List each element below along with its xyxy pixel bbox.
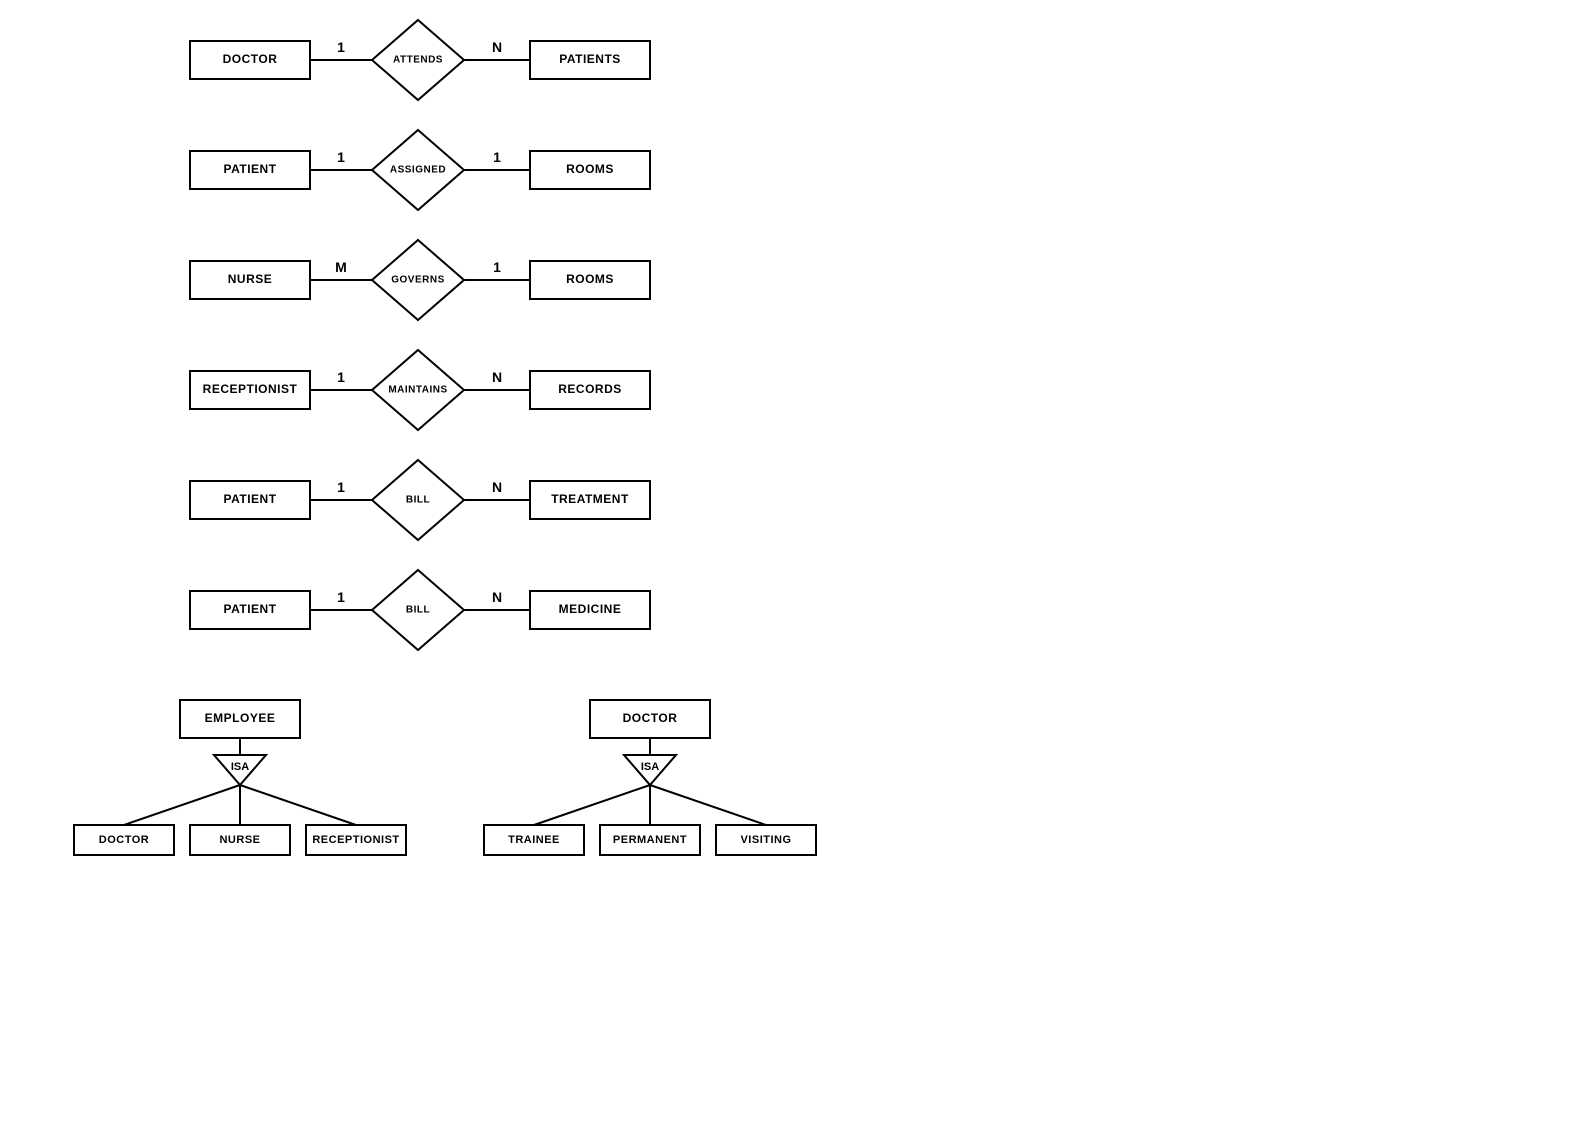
relationship-label: ATTENDS xyxy=(393,55,443,66)
entity-label: ROOMS xyxy=(566,272,614,286)
cardinality-label: M xyxy=(335,259,347,275)
isa-label: ISA xyxy=(231,761,249,773)
entity-label: RECEPTIONIST xyxy=(203,382,298,396)
sub-entity-label: TRAINEE xyxy=(508,834,560,846)
entity-label: PATIENT xyxy=(223,162,276,176)
sub-entity-label: DOCTOR xyxy=(99,834,149,846)
isa-edge xyxy=(534,785,650,825)
entity-label: ROOMS xyxy=(566,162,614,176)
cardinality-label: 1 xyxy=(493,259,501,275)
cardinality-label: N xyxy=(492,369,502,385)
relationship-label: BILL xyxy=(406,605,430,616)
sub-entity-label: NURSE xyxy=(219,834,260,846)
cardinality-label: 1 xyxy=(337,39,345,55)
entity-label: TREATMENT xyxy=(551,492,629,506)
entity-label: RECORDS xyxy=(558,382,622,396)
cardinality-label: 1 xyxy=(337,369,345,385)
cardinality-label: N xyxy=(492,479,502,495)
isa-edge xyxy=(240,785,356,825)
entity-label: PATIENT xyxy=(223,602,276,616)
cardinality-label: 1 xyxy=(337,479,345,495)
cardinality-label: 1 xyxy=(493,149,501,165)
cardinality-label: 1 xyxy=(337,149,345,165)
entity-label: NURSE xyxy=(228,272,273,286)
isa-edge xyxy=(124,785,240,825)
entity-label: PATIENT xyxy=(223,492,276,506)
cardinality-label: N xyxy=(492,589,502,605)
relationship-label: GOVERNS xyxy=(391,275,445,286)
relationship-label: BILL xyxy=(406,495,430,506)
sub-entity-label: RECEPTIONIST xyxy=(312,834,399,846)
super-entity-label: DOCTOR xyxy=(623,711,678,725)
er-diagram: DOCTOR 1 ATTENDS N PATIENTS PATIENT 1 ASSIGNED 1… xyxy=(0,0,1594,1140)
cardinality-label: 1 xyxy=(337,589,345,605)
relationship-label: ASSIGNED xyxy=(390,165,446,176)
entity-label: PATIENTS xyxy=(559,52,621,66)
isa-edge xyxy=(650,785,766,825)
isa-label: ISA xyxy=(641,761,659,773)
sub-entity-label: PERMANENT xyxy=(613,834,687,846)
super-entity-label: EMPLOYEE xyxy=(205,711,276,725)
entity-label: MEDICINE xyxy=(559,602,622,616)
relationship-label: MAINTAINS xyxy=(388,385,447,396)
entity-label: DOCTOR xyxy=(223,52,278,66)
sub-entity-label: VISITING xyxy=(740,834,791,846)
cardinality-label: N xyxy=(492,39,502,55)
